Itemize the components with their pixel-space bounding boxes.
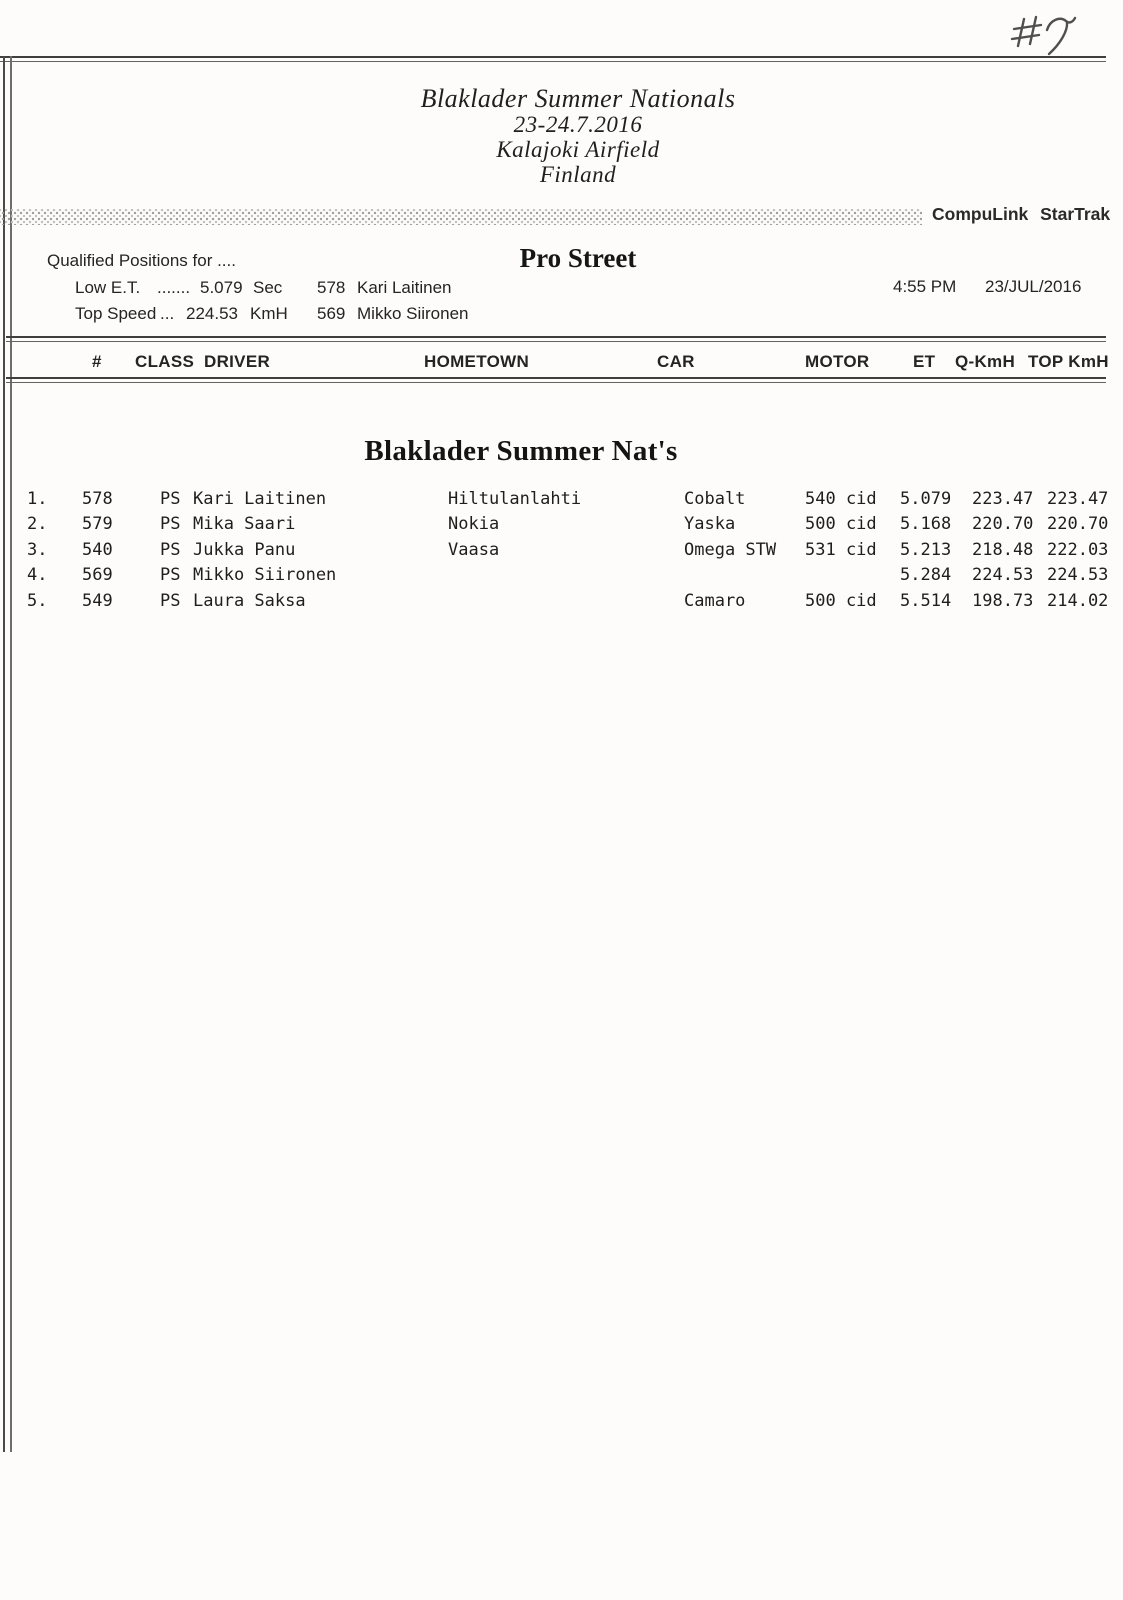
cell-hometown: Nokia [448, 514, 500, 535]
cell-top-kmh: 220.70 [1047, 514, 1109, 535]
cell-driver: Mikko Siironen [193, 565, 337, 586]
print-date: 23/JUL/2016 [985, 277, 1082, 296]
results-header-row: # CLASS DRIVER HOMETOWN CAR MOTOR ET Q-K… [0, 352, 1123, 374]
cell-class: PS [160, 539, 181, 560]
low-et-unit: Sec [253, 278, 283, 297]
cell-car-number: 540 [82, 539, 113, 560]
column-header-driver: DRIVER [204, 352, 271, 371]
column-header-class: CLASS [135, 352, 195, 371]
event-country: Finland [539, 162, 617, 187]
cell-position: 2. [27, 514, 48, 535]
cell-car-number: 578 [82, 489, 113, 509]
low-et-row: Low E.T. ....... 5.079 Sec 578 Kari Lait… [0, 278, 1123, 300]
cell-car: Omega STW [684, 539, 777, 560]
event-header: Blaklader Summer Nationals 23-24.7.2016 … [28, 85, 1123, 187]
results-rows: 1. 578 PS Kari Laitinen Hiltulanlahti Co… [0, 489, 1123, 616]
cell-motor: 500 cid [805, 514, 877, 535]
print-time: 4:55 PM [893, 277, 957, 296]
cell-driver: Laura Saksa [193, 590, 306, 611]
table-row: 1. 578 PS Kari Laitinen Hiltulanlahti Co… [0, 489, 1123, 514]
cell-et: 5.213 [900, 539, 952, 560]
low-et-driver: Kari Laitinen [357, 278, 452, 297]
event-venue: Kalajoki Airfield [496, 137, 660, 162]
cell-motor: 531 cid [805, 539, 877, 560]
cell-top-kmh: 224.53 [1047, 565, 1109, 586]
qualified-positions-label: Qualified Positions for .... [47, 251, 236, 270]
cell-q-kmh: 198.73 [972, 590, 1034, 611]
top-speed-driver: Mikko Siironen [357, 304, 469, 323]
column-header-motor: MOTOR [805, 352, 870, 371]
cell-class: PS [160, 514, 181, 535]
cell-driver: Jukka Panu [193, 539, 296, 560]
cell-position: 3. [27, 539, 48, 560]
section-title: Blaklader Summer Nat's [364, 435, 678, 467]
halftone-divider [0, 209, 922, 225]
top-speed-unit: KmH [250, 304, 288, 323]
low-et-label: Low E.T. [75, 278, 141, 297]
cell-et: 5.284 [900, 565, 952, 586]
cell-class: PS [160, 590, 181, 611]
cell-top-kmh: 222.03 [1047, 539, 1109, 560]
column-header-top-kmh: TOP KmH [1028, 352, 1109, 371]
event-title: Blaklader Summer Nationals [420, 84, 736, 113]
cell-car-number: 569 [82, 565, 113, 586]
timing-system-brand: CompuLink StarTrak [932, 204, 1111, 224]
top-speed-label: Top Speed [75, 304, 157, 323]
top-speed-row: Top Speed ... 224.53 KmH 569 Mikko Siiro… [0, 304, 1123, 326]
cell-car: Yaska [684, 514, 736, 535]
table-header-bottom-rule [6, 377, 1106, 383]
cell-position: 1. [27, 489, 48, 509]
top-border-rule [0, 56, 1106, 62]
table-header-top-rule [6, 336, 1106, 342]
cell-driver: Kari Laitinen [193, 489, 327, 509]
table-row: 2. 579 PS Mika Saari Nokia Yaska 500 cid… [0, 514, 1123, 539]
low-et-dots: ....... [157, 278, 191, 297]
cell-car: Cobalt [684, 489, 746, 509]
low-et-value: 5.079 [200, 278, 243, 297]
column-header-et: ET [913, 352, 936, 371]
cell-q-kmh: 223.47 [972, 489, 1034, 509]
left-border-rule [3, 56, 12, 1452]
cell-et: 5.514 [900, 590, 952, 611]
low-et-car-number: 578 [317, 278, 346, 297]
cell-top-kmh: 223.47 [1047, 489, 1109, 509]
class-title: Pro Street [519, 243, 637, 273]
cell-motor: 500 cid [805, 590, 877, 611]
cell-car-number: 579 [82, 514, 113, 535]
cell-position: 5. [27, 590, 48, 611]
column-header-car: CAR [657, 352, 695, 371]
column-header-q-kmh: Q-KmH [955, 352, 1016, 371]
cell-q-kmh: 220.70 [972, 514, 1034, 535]
cell-et: 5.168 [900, 514, 952, 535]
cell-class: PS [160, 489, 181, 509]
column-header-hometown: HOMETOWN [424, 352, 530, 371]
top-speed-car-number: 569 [317, 304, 346, 323]
column-header-number: # [92, 352, 102, 371]
table-row: 4. 569 PS Mikko Siironen 5.284 224.53 22… [0, 565, 1123, 590]
cell-hometown: Vaasa [448, 539, 500, 560]
cell-position: 4. [27, 565, 48, 586]
table-row: 5. 549 PS Laura Saksa Camaro 500 cid 5.5… [0, 591, 1123, 616]
cell-car-number: 549 [82, 590, 113, 611]
cell-class: PS [160, 565, 181, 586]
cell-motor: 540 cid [805, 489, 877, 509]
handwritten-page-number-icon [1010, 15, 1077, 56]
cell-car: Camaro [684, 590, 746, 611]
cell-hometown: Hiltulanlahti [448, 489, 582, 509]
cell-driver: Mika Saari [193, 514, 296, 535]
top-speed-dots: ... [160, 304, 175, 323]
event-date: 23-24.7.2016 [513, 112, 643, 137]
cell-q-kmh: 224.53 [972, 565, 1034, 586]
cell-top-kmh: 214.02 [1047, 590, 1109, 611]
table-row: 3. 540 PS Jukka Panu Vaasa Omega STW 531… [0, 540, 1123, 565]
top-speed-value: 224.53 [186, 304, 238, 323]
cell-q-kmh: 218.48 [972, 539, 1034, 560]
cell-et: 5.079 [900, 489, 952, 509]
